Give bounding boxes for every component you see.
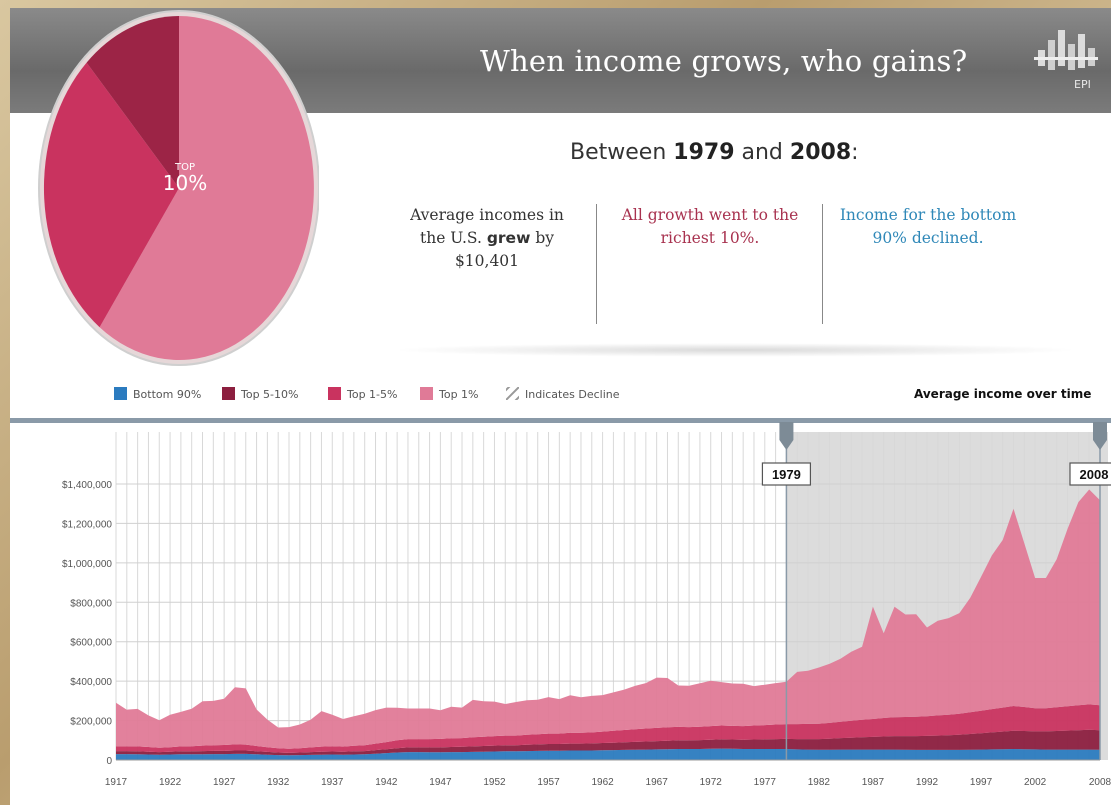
summary-richest: All growth went to the richest 10%. <box>610 204 810 250</box>
x-tick-label: 1927 <box>213 777 236 788</box>
subtitle-mid: and <box>734 140 790 165</box>
top-10-pie-chart <box>38 10 319 366</box>
growth-amount: $10,401 <box>454 252 520 270</box>
legend-label: Indicates Decline <box>525 388 620 401</box>
pie-slice-top-1-5- <box>43 62 179 328</box>
y-tick-label: $200,000 <box>70 717 112 728</box>
x-tick-label: 1997 <box>970 777 993 788</box>
x-tick-label: 1982 <box>808 777 831 788</box>
hatch-icon <box>506 387 519 400</box>
x-tick-label: 1937 <box>321 777 344 788</box>
x-tick-label: 1947 <box>429 777 452 788</box>
column-divider <box>596 204 597 324</box>
summary-bottom: Income for the bottom 90% declined. <box>828 204 1028 250</box>
legend-item-bottom-90: Bottom 90% <box>114 387 201 401</box>
x-tick-label: 1942 <box>375 777 398 788</box>
y-tick-label: $800,000 <box>70 598 112 609</box>
y-tick-label: $1,400,000 <box>62 480 112 491</box>
bar-chart-logo-icon <box>1034 30 1098 70</box>
year-end: 2008 <box>789 140 852 165</box>
x-tick-label: 1917 <box>105 777 128 788</box>
series-area-bottom-90- <box>116 748 1100 760</box>
y-tick-label: $600,000 <box>70 638 112 649</box>
x-tick-label: 1992 <box>916 777 939 788</box>
subtitle-pre: Between <box>570 140 674 165</box>
series-area-top-5-10- <box>116 729 1100 756</box>
pie-label-top: TOP <box>174 162 195 173</box>
legend-item-top-1: Top 1% <box>420 387 479 401</box>
richest-line-2: richest 10%. <box>660 229 760 247</box>
income-area-chart: 0 $200,000 $400,000 $600,000 $800,000 $1,000,… <box>62 422 1111 788</box>
richest-line-1: All growth went to the <box>621 206 799 224</box>
pie-label: TOP 10% <box>160 162 210 195</box>
y-tick-label: $400,000 <box>70 677 112 688</box>
series-area-top-1-5- <box>116 704 1100 753</box>
series-area-top-1- <box>116 489 1100 749</box>
growth-line-2: the U.S. grew by <box>392 227 582 250</box>
legend-swatch <box>328 387 341 400</box>
legend-item-top-1-5: Top 1-5% <box>328 387 397 401</box>
highlight-label-text: 2008 <box>1080 467 1109 482</box>
summary-shadow <box>390 343 1080 357</box>
highlight-label-text: 1979 <box>772 467 801 482</box>
legend-label: Top 5-10% <box>241 388 299 401</box>
legend-label: Bottom 90% <box>133 388 202 401</box>
legend-label: Top 1% <box>439 388 479 401</box>
x-tick-label: 1932 <box>267 777 290 788</box>
legend-swatch <box>420 387 433 400</box>
x-tick-label: 1952 <box>483 777 506 788</box>
legend-label: Top 1-5% <box>347 388 398 401</box>
infographic-panel: When income grows, who gains? EPI Betwee… <box>10 8 1111 805</box>
year-start: 1979 <box>673 140 735 165</box>
legend-swatch <box>222 387 235 400</box>
summary-growth: Average incomes in the U.S. grew by $10,… <box>392 204 582 273</box>
growth-line-1: Average incomes in <box>410 206 564 224</box>
x-tick-label: 1962 <box>591 777 614 788</box>
highlight-marker-pin <box>1093 422 1107 450</box>
bottom-line-1: Income for the bottom <box>839 206 1017 224</box>
legend-swatch <box>114 387 127 400</box>
x-tick-label: 1957 <box>537 777 560 788</box>
bottom-line-2: 90% declined. <box>872 229 984 247</box>
highlight-label-box <box>761 462 812 486</box>
x-tick-label: 1967 <box>646 777 669 788</box>
column-divider <box>822 204 823 324</box>
x-tick-label: 1972 <box>700 777 723 788</box>
highlight-label-box <box>1069 462 1111 486</box>
x-tick-label: 2002 <box>1024 777 1047 788</box>
pie-slice-top-5-10- <box>86 16 179 188</box>
growth-emphasis: grew <box>486 229 531 247</box>
x-tick-label: 2008 <box>1089 777 1111 788</box>
y-tick-label: 0 <box>106 756 112 767</box>
y-tick-label: $1,000,000 <box>62 559 112 570</box>
pie-slice-top-1- <box>99 16 314 360</box>
period-subtitle: Between 1979 and 2008: <box>570 140 859 165</box>
logo-text: EPI <box>1074 78 1091 91</box>
y-tick-label: $1,200,000 <box>62 519 112 530</box>
legend-item-decline: Indicates Decline <box>506 387 620 401</box>
x-tick-label: 1977 <box>754 777 777 788</box>
growth-line-2c: by <box>530 229 554 247</box>
highlight-marker-pin <box>779 422 794 450</box>
x-tick-label: 1987 <box>862 777 885 788</box>
chart-heading: Average income over time <box>914 387 1092 401</box>
pie-label-pct: 10% <box>162 171 208 195</box>
legend-item-top-5-10: Top 5-10% <box>222 387 298 401</box>
timeline-bar <box>10 418 1111 423</box>
subtitle-post: : <box>851 140 859 165</box>
x-tick-label: 1922 <box>159 777 182 788</box>
page-title: When income grows, who gains? <box>480 44 968 78</box>
growth-line-2a: the U.S. <box>420 229 487 247</box>
